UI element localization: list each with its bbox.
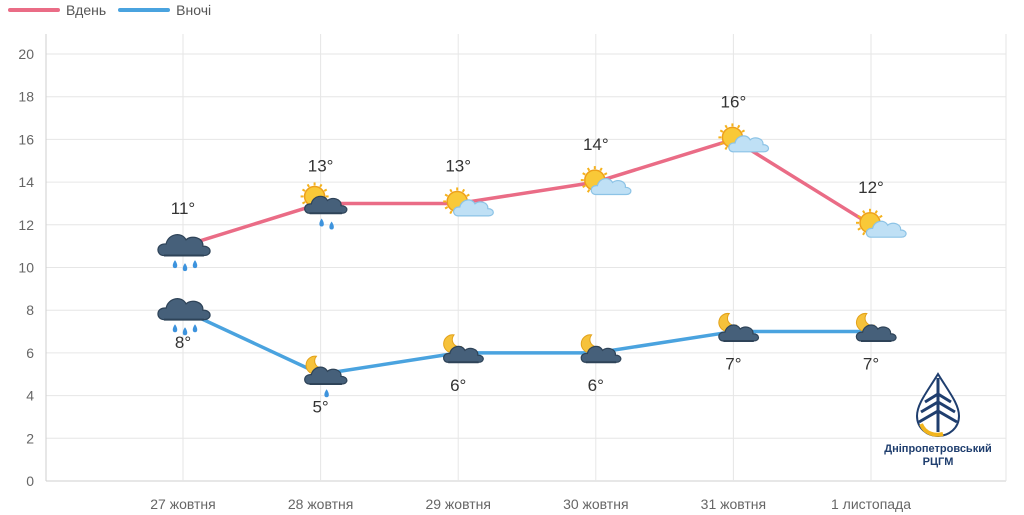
data-label-day: 14° [583,135,609,154]
moon-cloud-icon [443,334,484,364]
y-tick-label: 8 [26,302,34,318]
y-tick-label: 10 [18,260,34,276]
data-label-day: 11° [171,199,195,218]
rain-cloud-icon [157,298,211,336]
sun-rain-cloud-icon [300,182,348,230]
data-label-day: 13° [445,156,471,175]
data-label-night: 7° [725,355,741,374]
sun-cloud-icon [856,208,907,238]
moon-cloud-icon [718,313,760,342]
moon-rain-cloud-icon [304,355,348,398]
legend-item-day[interactable]: Вдень [8,2,106,18]
x-tick-label: 28 жовтня [288,496,353,512]
data-label-day: 16° [721,92,747,111]
x-tick-label: 27 жовтня [150,496,215,512]
logo-text-line1: Дніпропетровський [884,443,992,455]
y-tick-label: 16 [18,131,34,147]
legend-swatch-day [8,8,60,12]
data-label-day: 12° [858,178,884,197]
series-line-day [182,137,872,248]
x-tick-label: 31 жовтня [701,496,766,512]
x-tick-label: 29 жовтня [425,496,490,512]
moon-cloud-icon [855,313,897,342]
y-tick-label: 20 [18,46,34,62]
sun-cloud-icon [718,123,770,153]
y-tick-label: 4 [26,388,34,404]
legend-label-day: Вдень [66,2,107,18]
legend-item-night[interactable]: Вночі [118,2,211,18]
data-label-night: 5° [312,397,328,416]
y-tick-label: 0 [26,473,34,489]
data-label-day: 13° [308,156,334,175]
legend: Вдень Вночі [8,2,223,18]
sun-cloud-icon [443,187,494,217]
x-tick-label: 30 жовтня [563,496,628,512]
y-tick-label: 6 [26,345,34,361]
moon-cloud-icon [580,334,622,364]
data-label-night: 7° [863,355,879,374]
sun-cloud-icon [580,166,632,196]
logo: Дніпропетровський РЦГМ [868,372,1008,469]
legend-swatch-night [118,8,171,12]
x-tick-label: 1 листопада [831,496,911,512]
y-tick-label: 12 [18,217,34,233]
series-line-night [182,308,871,376]
logo-text-line2: РЦГМ [922,456,954,468]
legend-label-night: Вночі [176,2,212,18]
data-label-night: 6° [450,376,466,395]
drop-logo-icon [915,372,961,438]
data-label-night: 6° [588,376,604,395]
y-tick-label: 14 [18,174,34,190]
y-tick-label: 18 [18,89,34,105]
y-tick-label: 2 [26,430,34,446]
data-label-night: 8° [175,333,191,352]
rain-cloud-icon [157,234,211,272]
